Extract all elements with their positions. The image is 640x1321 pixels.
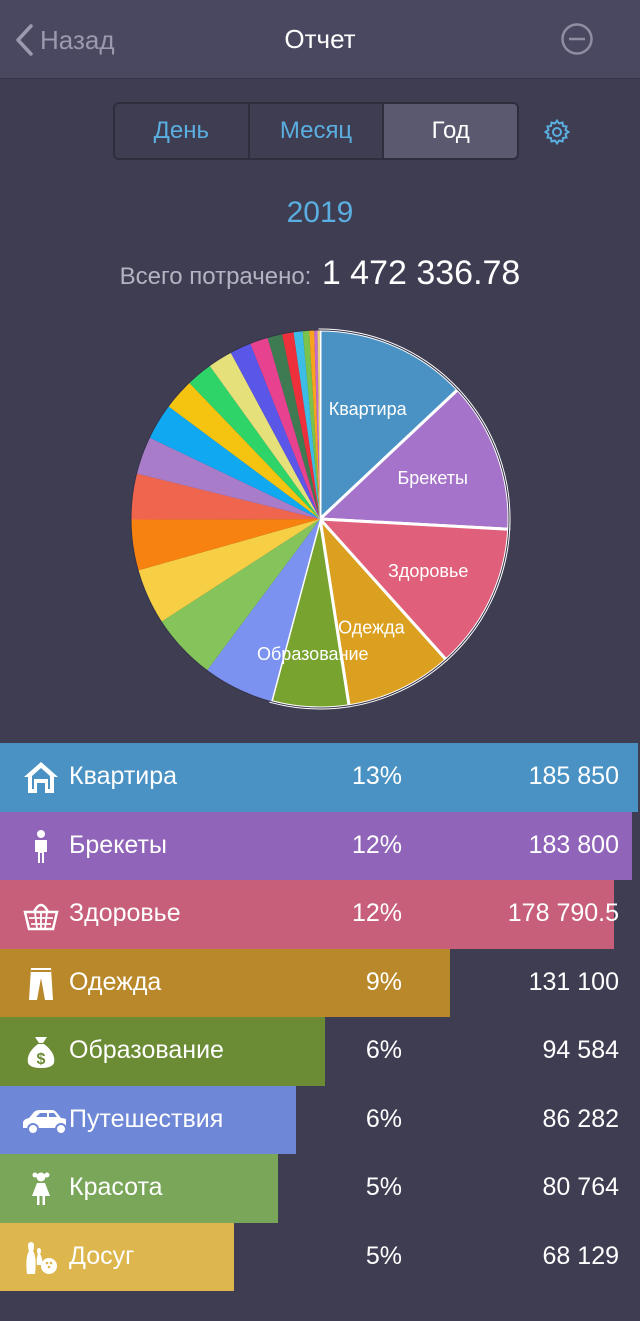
category-amount: 80 764 xyxy=(542,1173,619,1201)
pie-slice-label: Здоровье xyxy=(388,561,468,581)
category-amount: 68 129 xyxy=(542,1241,619,1270)
category-row[interactable]: $ Образование 6% 94 584 xyxy=(0,1017,640,1086)
pie-chart-svg: Квартира Брекеты Здоровье Одежда Образование xyxy=(130,328,511,710)
settings-button[interactable] xyxy=(543,118,571,151)
pie-slice[interactable] xyxy=(293,330,321,519)
bowling-icon xyxy=(26,1241,57,1274)
category-percent: 9% xyxy=(365,967,402,996)
category-percent: 12% xyxy=(351,899,402,927)
category-bar xyxy=(0,880,614,949)
remove-button[interactable] xyxy=(560,22,594,61)
category-row[interactable]: Здоровье 12% 178 790.5 xyxy=(0,880,640,949)
period-year-tab[interactable]: Год xyxy=(384,104,517,158)
house-icon xyxy=(24,762,58,793)
category-row[interactable]: Путешествия 6% 86 282 xyxy=(0,1085,640,1154)
period-month-tab[interactable]: Месяц xyxy=(249,104,385,158)
category-row[interactable]: Квартира 13% 185 850 xyxy=(0,743,640,812)
navigation-bar: Назад Отчет xyxy=(0,0,640,79)
pie-slice[interactable] xyxy=(302,330,320,519)
category-name: Квартира xyxy=(69,762,178,790)
total-spent-value: 1 472 336.78 xyxy=(321,254,521,292)
car-icon xyxy=(23,1109,66,1135)
pie-slice[interactable] xyxy=(282,331,320,519)
category-row[interactable]: Одежда 9% 131 100 xyxy=(0,948,640,1017)
pants-icon xyxy=(29,967,53,1000)
category-bar xyxy=(0,743,638,812)
moneybag-icon: $ xyxy=(27,1037,55,1068)
pie-slice[interactable] xyxy=(314,330,320,519)
category-name: Путешествия xyxy=(69,1104,224,1133)
pie-slice[interactable] xyxy=(136,437,320,519)
pie-slice[interactable] xyxy=(250,337,320,519)
pie-slice-label: Образование xyxy=(257,644,369,664)
basket-icon xyxy=(23,903,59,931)
total-spent: Всего потрачено: 1 472 336.78 xyxy=(0,254,640,293)
category-amount: 178 790.5 xyxy=(507,899,619,927)
category-amount: 185 850 xyxy=(528,762,619,790)
expense-pie-chart: Квартира Брекеты Здоровье Одежда Образование xyxy=(128,326,514,712)
category-name: Здоровье xyxy=(69,899,181,927)
period-day-tab[interactable]: День xyxy=(115,104,250,158)
pie-slice[interactable] xyxy=(317,330,320,519)
category-bar xyxy=(0,948,450,1017)
category-row[interactable]: Брекеты 12% 183 800 xyxy=(0,811,640,880)
category-amount: 86 282 xyxy=(542,1104,619,1133)
pie-slice[interactable] xyxy=(189,365,320,519)
back-label: Назад xyxy=(40,24,115,55)
girl-icon xyxy=(32,1172,50,1205)
pie-slice[interactable] xyxy=(138,519,320,622)
category-bar xyxy=(0,1017,325,1086)
pie-slice-label: Квартира xyxy=(329,399,408,419)
pie-slice[interactable] xyxy=(209,352,320,519)
pie-slice[interactable] xyxy=(267,333,320,519)
category-row[interactable]: Досуг 5% 68 129 xyxy=(0,1222,640,1291)
category-name: Брекеты xyxy=(69,830,167,859)
category-list: Квартира 13% 185 850 Брекеты 12% 183 800… xyxy=(0,743,640,1291)
category-percent: 13% xyxy=(351,762,402,790)
category-name: Досуг xyxy=(69,1241,135,1270)
period-selector: День Месяц Год xyxy=(113,102,519,160)
minus-circle-icon xyxy=(561,23,593,55)
pie-slice[interactable] xyxy=(309,330,320,519)
page-title: Отчет xyxy=(284,24,356,54)
category-name: Красота xyxy=(69,1173,163,1201)
pie-slice-label: Одежда xyxy=(338,617,405,637)
pie-slice[interactable] xyxy=(230,343,320,519)
category-amount: 183 800 xyxy=(528,830,619,859)
category-percent: 6% xyxy=(365,1036,402,1064)
category-percent: 5% xyxy=(365,1173,402,1201)
chevron-left-icon xyxy=(16,24,33,56)
svg-text:$: $ xyxy=(37,1051,46,1068)
category-name: Образование xyxy=(69,1036,224,1064)
category-percent: 12% xyxy=(351,830,402,859)
category-amount: 94 584 xyxy=(542,1036,619,1064)
pie-slice[interactable] xyxy=(168,382,320,519)
report-year: 2019 xyxy=(286,196,354,229)
category-amount: 131 100 xyxy=(528,967,619,996)
pie-slice[interactable] xyxy=(207,519,320,702)
person-icon xyxy=(35,829,47,863)
category-bar xyxy=(0,811,632,880)
total-spent-label: Всего потрачено: xyxy=(119,263,312,290)
category-row[interactable]: Красота 5% 80 764 xyxy=(0,1154,640,1223)
category-percent: 5% xyxy=(365,1241,402,1270)
pie-slice[interactable] xyxy=(131,519,320,571)
pie-slice[interactable] xyxy=(161,519,320,671)
pie-slice[interactable] xyxy=(130,473,320,520)
pie-slice[interactable] xyxy=(149,406,320,519)
pie-slice-label: Брекеты xyxy=(397,468,468,488)
category-percent: 6% xyxy=(365,1104,402,1133)
gear-icon xyxy=(543,118,571,146)
pie-outline xyxy=(130,329,510,709)
back-button[interactable]: Назад xyxy=(14,20,115,60)
category-name: Одежда xyxy=(69,967,162,996)
